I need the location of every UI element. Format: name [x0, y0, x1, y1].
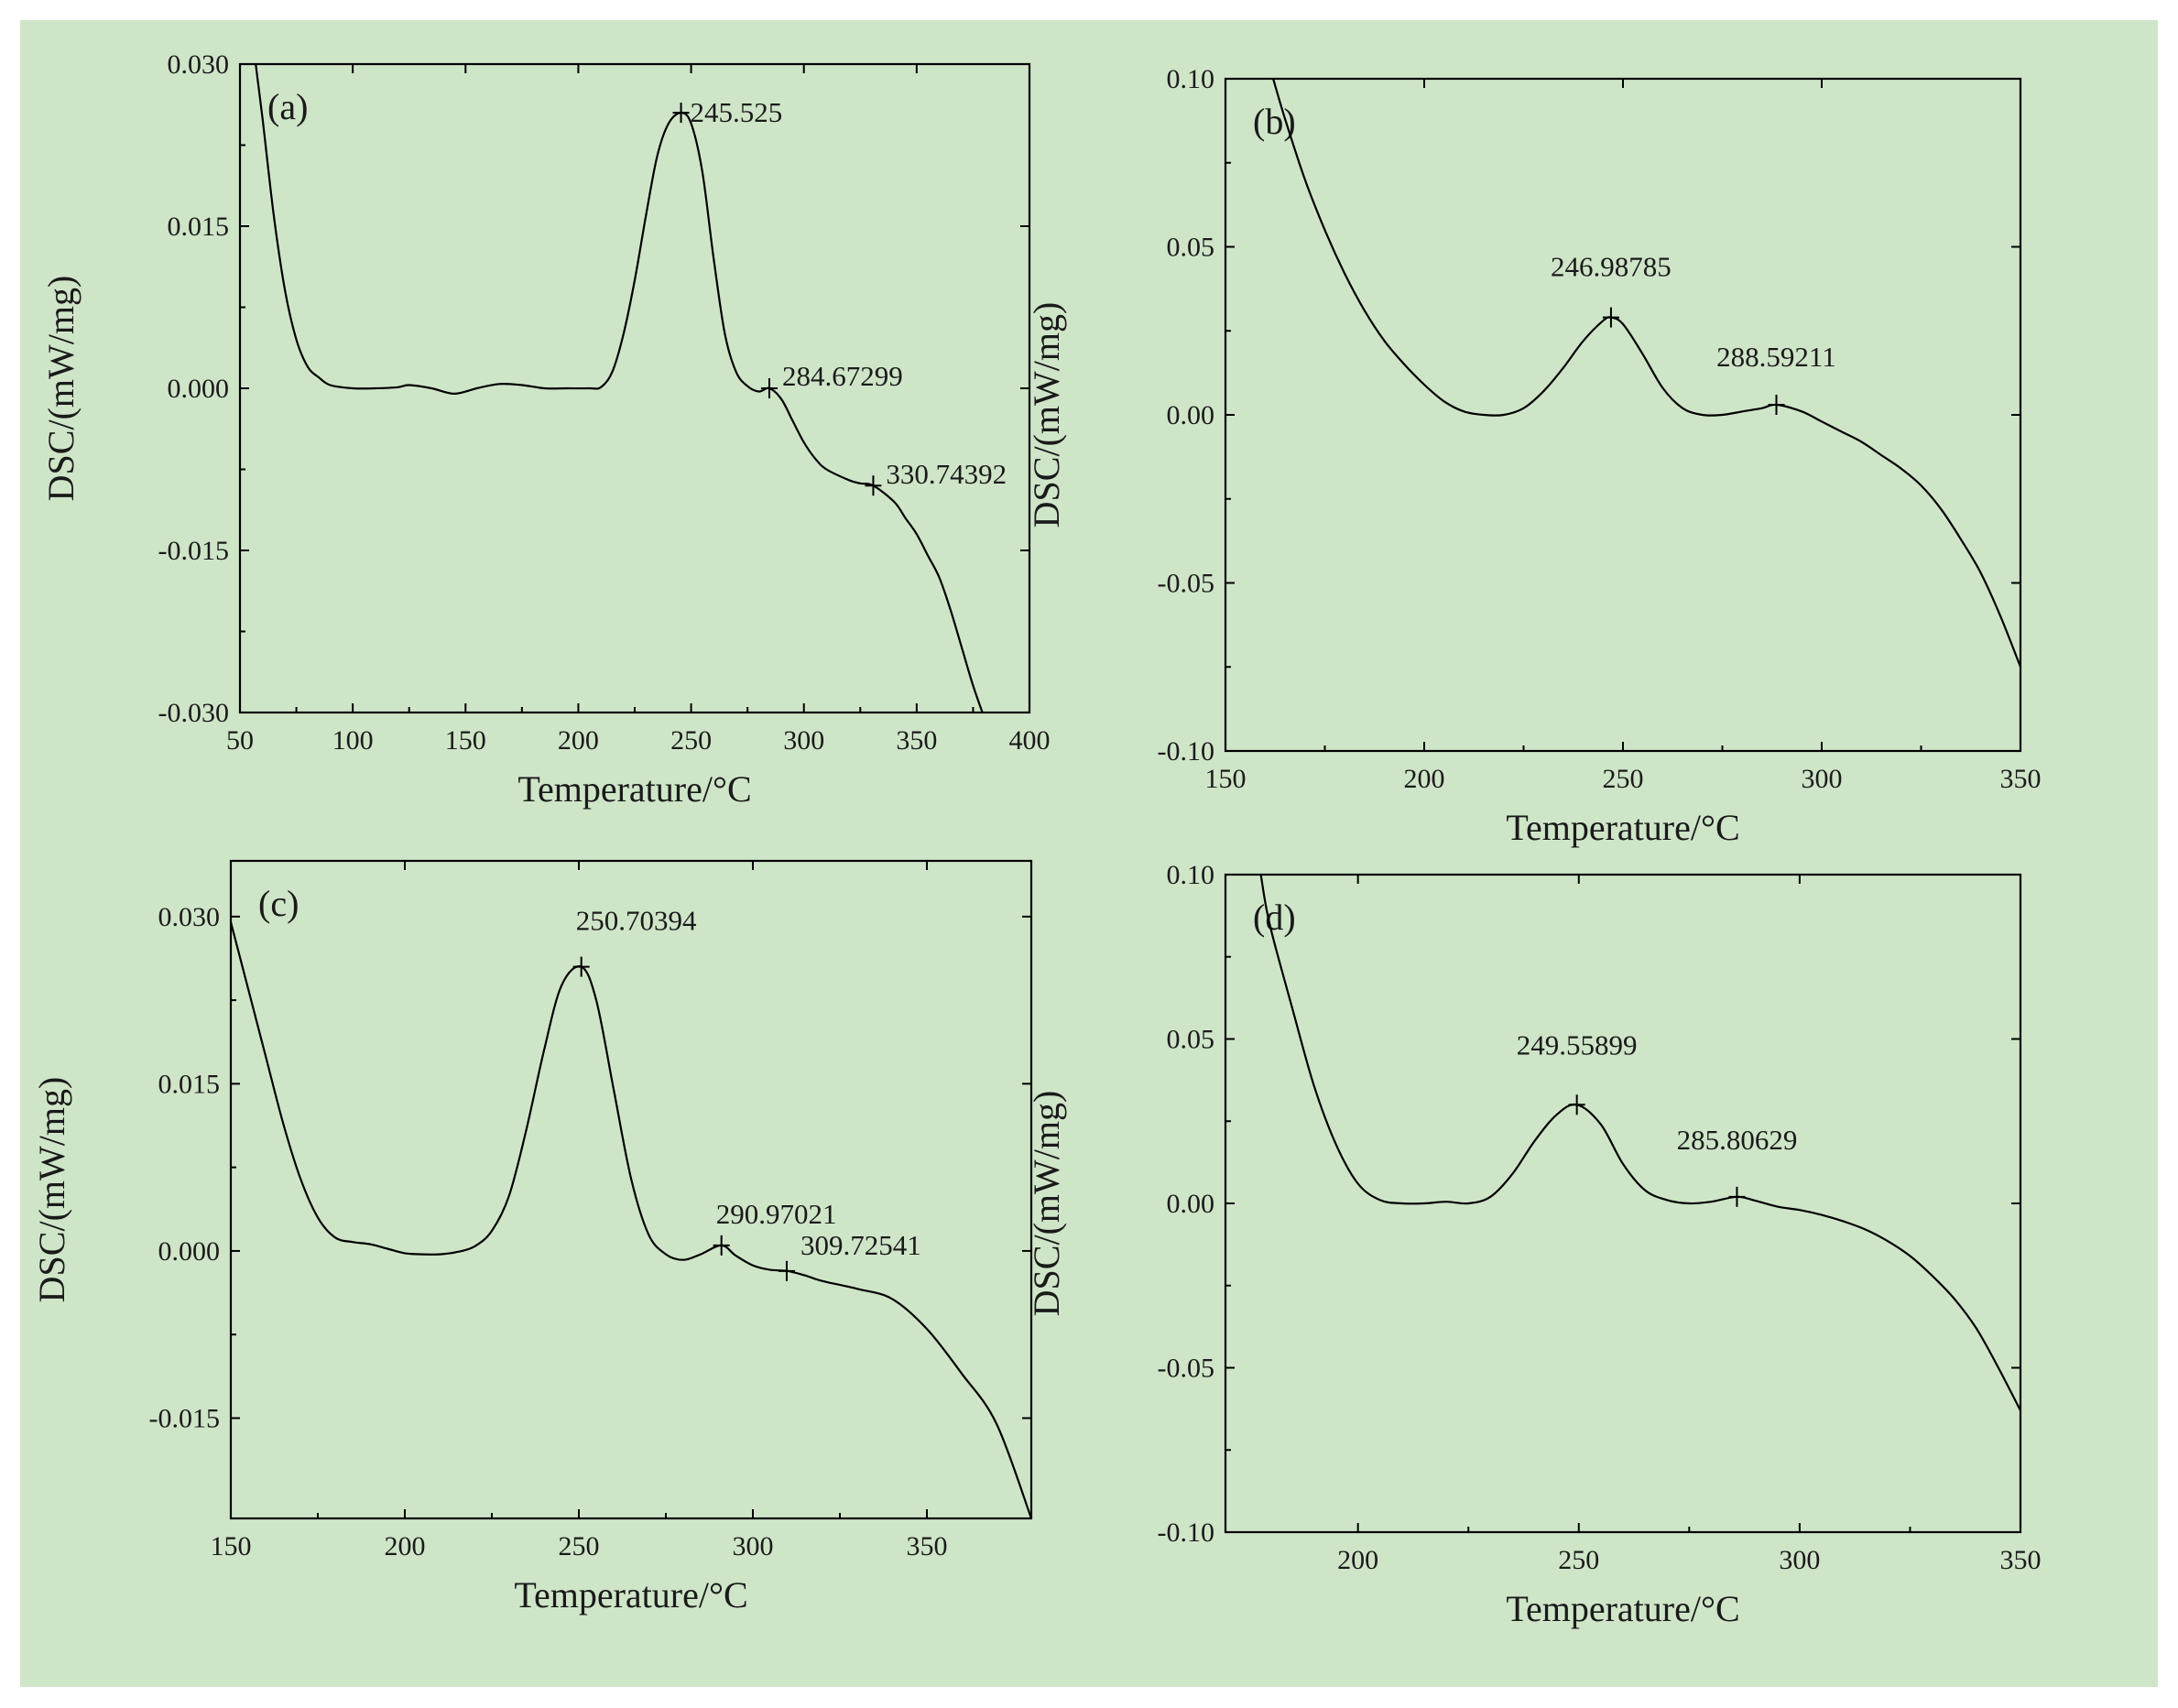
- y-tick-label-c: 0.015: [158, 1069, 221, 1099]
- peak-label-b: 288.59211: [1716, 341, 1836, 373]
- panel-label-a: (a): [267, 86, 308, 127]
- y-tick-label-c: 0.030: [158, 902, 221, 932]
- panel-label-b: (b): [1253, 101, 1296, 142]
- figure-background: [20, 20, 2158, 1687]
- y-tick-label-d: 0.10: [1167, 860, 1215, 890]
- y-axis-title-c: DSC/(mW/mg): [31, 1077, 72, 1303]
- y-tick-label-b: -0.10: [1158, 736, 1215, 767]
- y-tick-label-a: 0.015: [168, 212, 230, 242]
- x-tick-label-c: 150: [211, 1531, 252, 1561]
- peak-label-a: 284.67299: [782, 360, 903, 392]
- y-tick-label-d: 0.05: [1167, 1025, 1215, 1055]
- dsc-curve-b: [1272, 79, 2020, 668]
- y-tick-label-b: 0.10: [1167, 64, 1215, 94]
- x-tick-label-c: 250: [559, 1531, 600, 1561]
- y-tick-label-b: 0.05: [1167, 233, 1215, 263]
- x-tick-label-b: 150: [1205, 764, 1247, 794]
- x-axis-title-c: Temperature/°C: [514, 1574, 747, 1616]
- y-tick-label-b: 0.00: [1167, 400, 1215, 430]
- chart-panel-c: 150 200 250 300 350 0.030 0.015 0.000 -0.015 Temp…: [31, 859, 1033, 1616]
- x-tick-label-d: 200: [1337, 1545, 1378, 1575]
- peak-label-b: 246.98785: [1551, 251, 1672, 283]
- dsc-curve-d: [1259, 875, 2020, 1411]
- x-tick-label-b: 300: [1802, 764, 1843, 794]
- y-tick-label-d: -0.10: [1158, 1518, 1215, 1548]
- x-tick-label-a: 100: [332, 725, 374, 756]
- x-axis-title-b: Temperature/°C: [1506, 807, 1739, 848]
- peak-label-d: 249.55899: [1517, 1028, 1638, 1061]
- y-tick-label-c: 0.000: [158, 1236, 221, 1267]
- peak-label-c: 290.97021: [716, 1198, 837, 1230]
- peak-label-a: 245.525: [691, 96, 783, 128]
- chart-panel-a: 50 100 150 200 250 300 350 400 0.030 0.015 0.000 -0…: [40, 49, 1051, 810]
- x-tick-label-d: 300: [1779, 1545, 1820, 1575]
- peak-label-a: 330.74392: [886, 458, 1007, 490]
- y-axis-title-d: DSC/(mW/mg): [1026, 1091, 1067, 1317]
- y-tick-label-d: -0.05: [1158, 1354, 1215, 1384]
- y-tick-label-b: -0.05: [1158, 569, 1215, 599]
- peak-label-c: 309.72541: [800, 1229, 921, 1261]
- y-tick-label-a: -0.030: [158, 698, 230, 728]
- x-tick-label-b: 350: [2000, 764, 2042, 794]
- x-tick-label-a: 350: [896, 725, 937, 756]
- y-tick-label-d: 0.00: [1167, 1189, 1215, 1219]
- panel-label-d: (d): [1253, 897, 1296, 938]
- x-tick-label-b: 200: [1404, 764, 1445, 794]
- x-tick-label-a: 300: [783, 725, 824, 756]
- panel-label-c: (c): [258, 883, 299, 924]
- y-tick-label-a: -0.015: [158, 536, 230, 566]
- x-tick-label-c: 350: [907, 1531, 948, 1561]
- peak-label-d: 285.80629: [1677, 1124, 1798, 1156]
- x-tick-label-a: 50: [226, 725, 254, 756]
- y-tick-label-a: 0.000: [168, 374, 230, 404]
- x-tick-label-a: 250: [670, 725, 712, 756]
- x-tick-label-d: 250: [1558, 1545, 1599, 1575]
- plot-frame-c: [229, 859, 1033, 1520]
- x-tick-label-b: 250: [1603, 764, 1644, 794]
- x-tick-label-a: 150: [445, 725, 486, 756]
- y-tick-label-a: 0.030: [168, 49, 230, 80]
- peak-label-c: 250.70394: [576, 905, 697, 937]
- y-axis-title-a: DSC/(mW/mg): [40, 276, 82, 502]
- x-tick-label-d: 350: [2000, 1545, 2042, 1575]
- x-axis-title-a: Temperature/°C: [517, 768, 751, 810]
- y-tick-label-c: -0.015: [149, 1403, 221, 1433]
- x-tick-label-c: 300: [733, 1531, 774, 1561]
- chart-panel-b: 150 200 250 300 350 0.10 0.05 0.00 -0.05 -0.10 Tem…: [1026, 64, 2042, 848]
- y-axis-title-b: DSC/(mW/mg): [1026, 302, 1067, 528]
- x-tick-label-c: 200: [385, 1531, 426, 1561]
- x-tick-label-a: 200: [558, 725, 599, 756]
- charts-container: 50 100 150 200 250 300 350 400 0.030 0.015 0.000 -0…: [31, 49, 2042, 1629]
- x-tick-label-a: 400: [1009, 725, 1051, 756]
- x-axis-title-d: Temperature/°C: [1506, 1588, 1739, 1629]
- chart-panel-d: 200 250 300 350 0.10 0.05 0.00 -0.05 -0.10 Temper…: [1026, 860, 2042, 1629]
